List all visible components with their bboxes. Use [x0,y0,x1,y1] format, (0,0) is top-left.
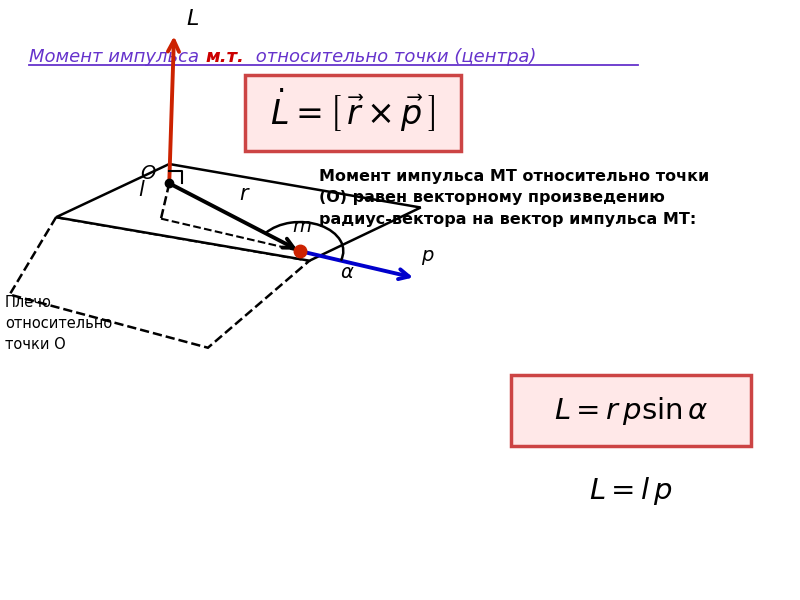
Text: $L$: $L$ [186,8,198,29]
Text: Плечо
относительно
точки О: Плечо относительно точки О [5,295,112,352]
Text: Момент импульса: Момент импульса [29,48,205,66]
Text: Момент импульса МТ относительно точки
(О) равен векторному произведению
радиус-в: Момент импульса МТ относительно точки (О… [319,169,710,227]
Text: $m$: $m$ [292,217,312,236]
Text: м.т.: м.т. [205,48,244,66]
Text: $L = l\,p$: $L = l\,p$ [589,475,673,507]
Text: $r$: $r$ [239,184,251,204]
FancyBboxPatch shape [245,75,462,151]
Text: $l$: $l$ [138,180,146,200]
Text: $O$: $O$ [140,164,157,182]
Text: $L = r\,p\sin\alpha$: $L = r\,p\sin\alpha$ [554,395,708,427]
Polygon shape [56,164,421,261]
Text: $p$: $p$ [421,248,434,267]
Text: $\alpha$: $\alpha$ [341,263,355,282]
FancyBboxPatch shape [510,375,751,446]
Polygon shape [10,217,310,348]
Text: $\dot{L} = \left[\,\vec{r}\times\vec{p}\,\right]$: $\dot{L} = \left[\,\vec{r}\times\vec{p}\… [270,87,436,134]
Text: относительно точки (центра): относительно точки (центра) [250,48,536,66]
